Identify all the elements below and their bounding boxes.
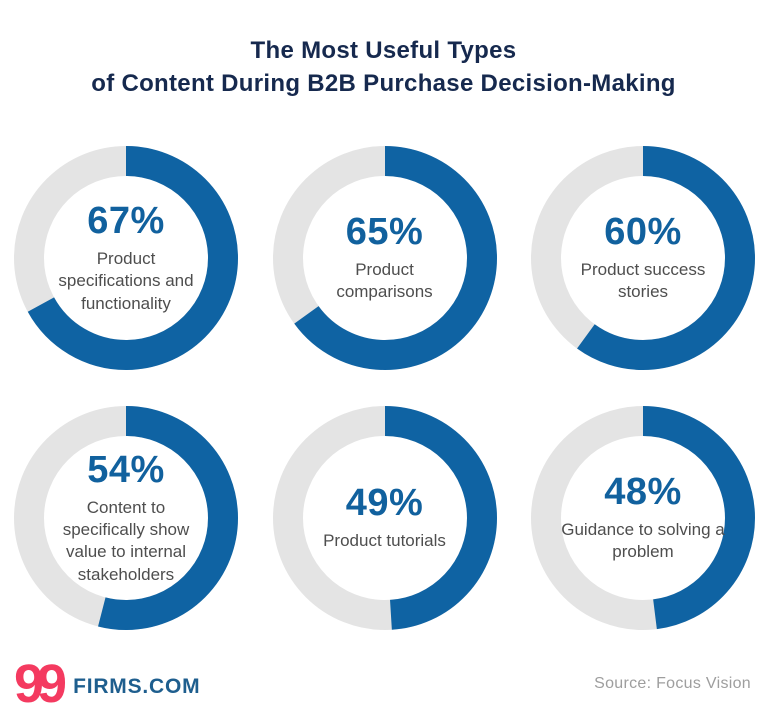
page-title: The Most Useful Types of Content During … bbox=[0, 0, 767, 100]
donut-ring-svg bbox=[531, 146, 755, 370]
donut-arc bbox=[272, 406, 497, 630]
source-attribution: Source: Focus Vision bbox=[594, 675, 751, 692]
segment-label: Product tutorials bbox=[323, 531, 446, 551]
donut-arc bbox=[14, 146, 238, 370]
donut-guidance-solving-problem: 48% Guidance to solving a problem bbox=[531, 406, 755, 630]
donut-grid: 67% Product specifications and functiona… bbox=[0, 146, 767, 630]
segment-label: Content to specifically show value to in… bbox=[62, 497, 190, 584]
segment-label: Product success stories bbox=[580, 259, 706, 302]
percent-value: 54% bbox=[87, 448, 165, 491]
percent-value: 49% bbox=[345, 482, 424, 525]
donut-caption: 65% Product comparisons bbox=[273, 146, 497, 370]
donut-arc bbox=[14, 406, 238, 630]
donut-product-tutorials: 49% Product tutorials bbox=[272, 406, 497, 630]
segment-label: Guidance to solving a problem bbox=[561, 519, 725, 562]
donut-ring-svg bbox=[272, 406, 497, 630]
donut-product-success-stories: 60% Product success stories bbox=[531, 146, 755, 370]
percent-value: 67% bbox=[87, 199, 165, 242]
donut-ring-svg bbox=[531, 406, 755, 630]
percent-value: 60% bbox=[604, 211, 682, 254]
brand-logo: 99 FIRMS.COM bbox=[14, 657, 200, 711]
donut-ring-svg bbox=[14, 146, 238, 370]
donut-arc bbox=[531, 406, 755, 630]
footer: 99 FIRMS.COM Source: Focus Vision bbox=[0, 657, 767, 711]
donut-internal-stakeholders: 54% Content to specifically show value t… bbox=[14, 406, 238, 630]
donut-product-specifications: 67% Product specifications and functiona… bbox=[14, 146, 238, 370]
percent-value: 48% bbox=[604, 471, 682, 514]
title-line-2: of Content During B2B Purchase Decision-… bbox=[91, 70, 676, 97]
donut-caption: 48% Guidance to solving a problem bbox=[531, 406, 755, 630]
donut-caption: 60% Product success stories bbox=[531, 146, 755, 370]
donut-arc bbox=[272, 146, 497, 370]
donut-caption: 67% Product specifications and functiona… bbox=[14, 146, 238, 370]
segment-label: Product comparisons bbox=[336, 259, 433, 302]
donut-caption: 49% Product tutorials bbox=[273, 406, 497, 630]
donut-ring-svg bbox=[272, 146, 497, 370]
title-line-1: The Most Useful Types bbox=[250, 37, 517, 64]
logo-firms-text: FIRMS.COM bbox=[73, 675, 201, 698]
donut-ring-svg bbox=[14, 406, 238, 630]
donut-arc bbox=[531, 146, 755, 370]
percent-value: 65% bbox=[345, 211, 424, 254]
logo-99-mark: 99 bbox=[14, 654, 67, 714]
donut-product-comparisons: 65% Product comparisons bbox=[272, 146, 497, 370]
donut-caption: 54% Content to specifically show value t… bbox=[14, 406, 238, 630]
segment-label: Product specifications and functionality bbox=[58, 248, 194, 313]
